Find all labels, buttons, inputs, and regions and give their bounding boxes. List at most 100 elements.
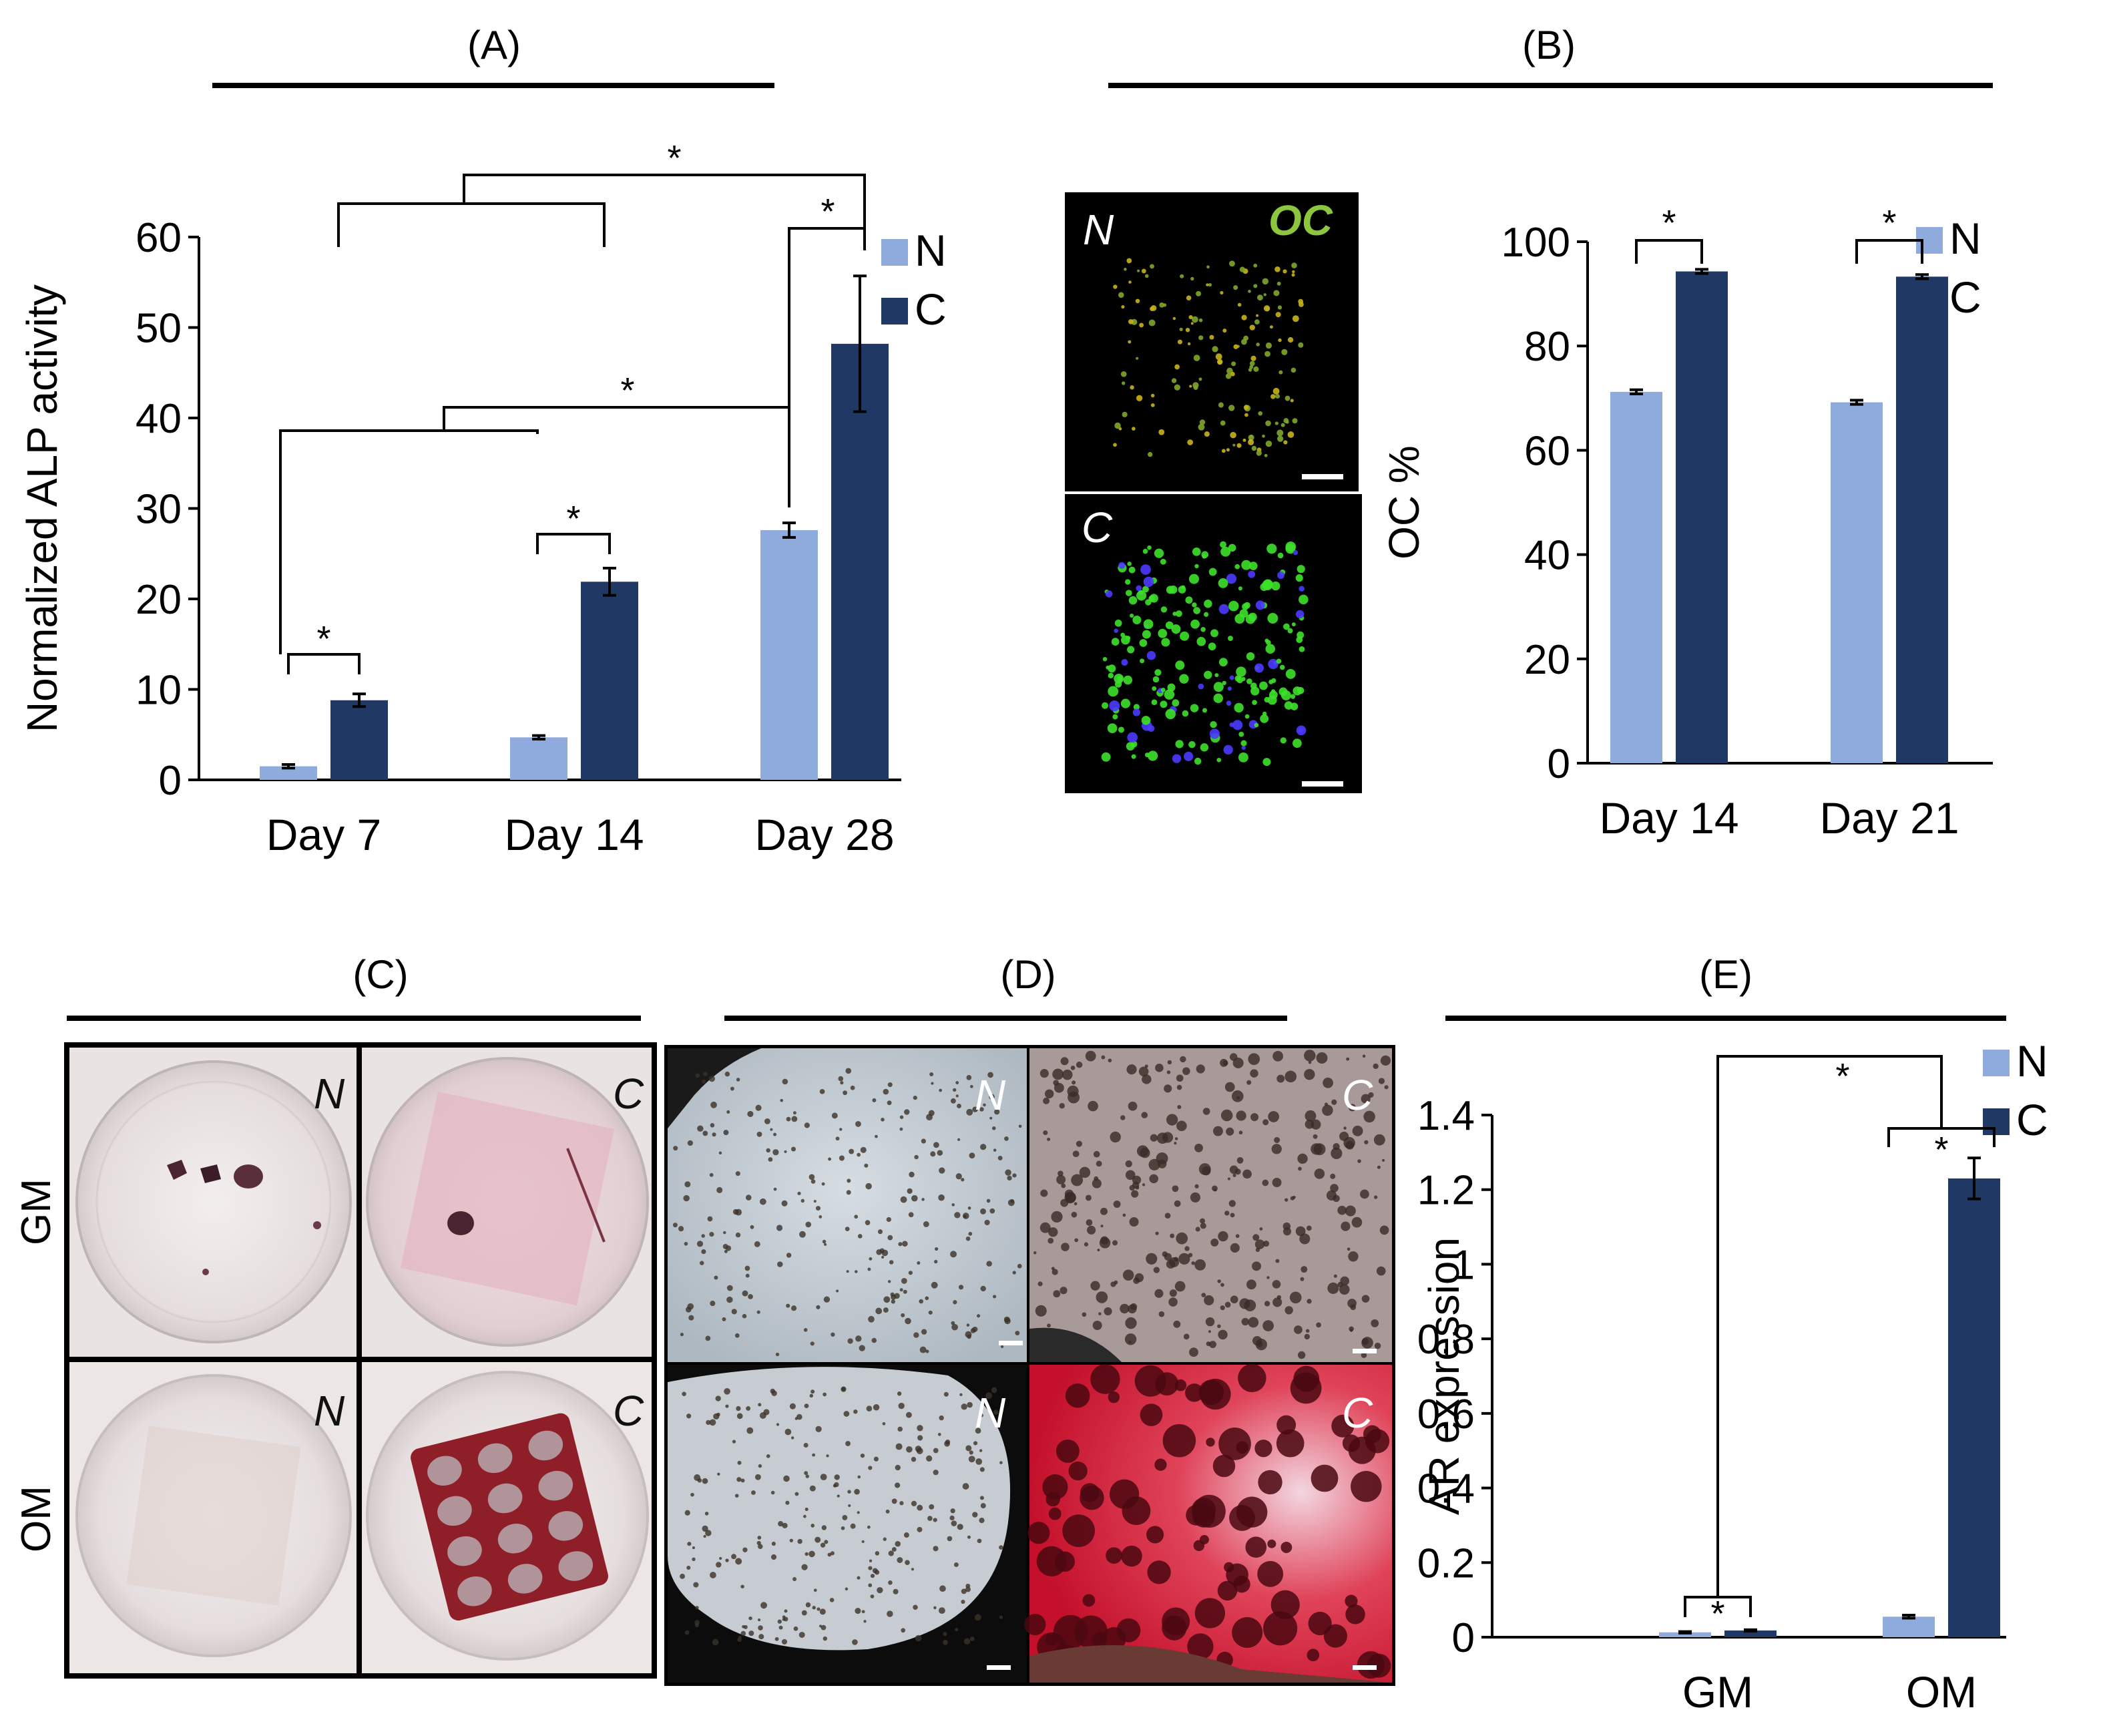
- legend-label-c: C: [1949, 272, 1981, 322]
- micro-d-om-c: [1024, 1363, 1392, 1683]
- bar-c: [1896, 276, 1948, 763]
- c-row-gm: GM: [13, 1178, 59, 1245]
- d-col-c-bottom: C: [1342, 1389, 1373, 1437]
- bar-c: [1676, 271, 1728, 764]
- y-tick-label: 40: [1524, 533, 1570, 579]
- chart-e: 0 0.2 0.4 0.6 0.8 1 1.2 1.4 AR expression GM OM NC *…: [1417, 1036, 2048, 1717]
- bar-n: [760, 530, 818, 780]
- y-tick-label: 10: [136, 668, 182, 714]
- x-category-label: Day 14: [504, 810, 644, 859]
- significance-bracket: [788, 227, 866, 507]
- significance-bracket: [279, 429, 539, 654]
- y-tick-label: 20: [1524, 637, 1570, 683]
- y-tick-label: 100: [1501, 220, 1570, 266]
- chart-b: 0 20 40 60 80 100 OC % Day 14 Day 21 NC * *: [1380, 203, 1993, 843]
- x-category-label: Day 7: [266, 810, 381, 859]
- significance-star: *: [566, 499, 580, 539]
- x-category-label: Day 21: [1819, 793, 1959, 843]
- micrograph-b-stain-label: OC: [1268, 196, 1333, 244]
- legend-label-n: N: [915, 226, 947, 275]
- legend-label-c: C: [915, 284, 947, 334]
- significance-star: *: [821, 192, 835, 232]
- y-tick-label: 0: [1548, 741, 1570, 787]
- c-col-c-bottom: C: [613, 1387, 644, 1435]
- panel-c-images: N C N C GM OM: [13, 1042, 657, 1679]
- panel-e-label: (E): [1699, 952, 1753, 997]
- well-gm-c: [361, 1048, 652, 1358]
- significance-bracket: [1635, 239, 1703, 264]
- panel-d-label: (D): [1000, 952, 1056, 997]
- bar-n: [1883, 1616, 1935, 1637]
- bar-n: [260, 766, 317, 780]
- c-col-c-top: C: [613, 1070, 644, 1118]
- bar-n: [510, 737, 567, 780]
- c-col-n-top: N: [314, 1070, 345, 1118]
- x-category-label: Day 14: [1599, 793, 1738, 843]
- chart-a: 0 10 20 30 40 50 60 Normalized ALP activity Day …: [18, 138, 947, 859]
- y-tick-label: 1.4: [1417, 1093, 1475, 1139]
- bar-n: [1831, 402, 1883, 763]
- bar-c: [831, 343, 889, 780]
- y-tick-label: 80: [1524, 324, 1570, 370]
- x-category-label: OM: [1906, 1667, 1977, 1717]
- significance-star: *: [1835, 1056, 1849, 1096]
- d-col-c-top: C: [1342, 1071, 1373, 1119]
- significance-bracket: [1855, 239, 1923, 264]
- well-gm-n: [69, 1048, 358, 1358]
- d-col-n-bottom: N: [975, 1389, 1006, 1437]
- significance-star: *: [1662, 203, 1676, 243]
- significance-bracket: [443, 406, 789, 431]
- micrograph-b-n: N OC: [1065, 192, 1359, 491]
- legend-swatch-c: [1983, 1108, 2010, 1135]
- d-col-n-top: N: [975, 1071, 1006, 1119]
- legend-swatch-c: [881, 298, 908, 324]
- well-om-n: [69, 1361, 358, 1673]
- y-axis-label: AR expression: [1420, 1237, 1468, 1515]
- significance-bracket: [1716, 1055, 1943, 1597]
- bar-n: [1610, 391, 1662, 763]
- legend-swatch-c: [1916, 286, 1943, 312]
- significance-star: *: [1934, 1130, 1948, 1170]
- panel-d-images: N C N C: [664, 1045, 1395, 1686]
- legend-label-c: C: [2016, 1095, 2048, 1144]
- y-tick-label: 60: [136, 215, 182, 261]
- bar-n: [1659, 1632, 1711, 1637]
- y-tick-label: 0.4: [1417, 1466, 1475, 1512]
- significance-star: *: [667, 138, 681, 178]
- panel-c-label: (C): [353, 952, 408, 997]
- y-tick-label: 0: [159, 758, 182, 804]
- panel-b-label: (B): [1522, 23, 1576, 67]
- y-tick-label: 0.8: [1417, 1317, 1475, 1363]
- legend-swatch-n: [1983, 1050, 2010, 1076]
- bar-c: [1948, 1178, 2000, 1637]
- bar-c: [581, 582, 638, 780]
- y-tick-label: 60: [1524, 428, 1570, 474]
- significance-bracket: [337, 202, 606, 247]
- y-tick-label: 1: [1452, 1242, 1475, 1288]
- micro-d-gm-n: [668, 1048, 1027, 1362]
- micro-d-gm-c: [1029, 1048, 1392, 1362]
- legend-label-n: N: [1949, 214, 1981, 263]
- y-axis-label: Normalized ALP activity: [18, 284, 66, 732]
- bar-c: [330, 700, 388, 780]
- x-category-label: Day 28: [754, 810, 894, 859]
- c-col-n-bottom: N: [314, 1387, 345, 1435]
- y-tick-label: 0.2: [1417, 1540, 1475, 1586]
- y-tick-label: 0.6: [1417, 1391, 1475, 1438]
- significance-star: *: [1710, 1594, 1724, 1634]
- y-axis-label: OC %: [1380, 445, 1428, 560]
- legend-label-n: N: [2016, 1036, 2048, 1086]
- legend-swatch-n: [881, 239, 908, 266]
- c-row-om: OM: [13, 1486, 59, 1552]
- y-tick-label: 1.2: [1417, 1168, 1475, 1214]
- micrograph-b-c-label: C: [1082, 503, 1113, 552]
- micrograph-b-n-label: N: [1083, 206, 1114, 254]
- panel-a-label: (A): [467, 23, 521, 67]
- y-tick-label: 40: [136, 396, 182, 442]
- y-tick-label: 0: [1452, 1615, 1475, 1661]
- significance-star: *: [620, 371, 634, 411]
- bar-c: [1724, 1630, 1777, 1637]
- well-om-c: [361, 1361, 652, 1673]
- y-tick-label: 20: [136, 577, 182, 623]
